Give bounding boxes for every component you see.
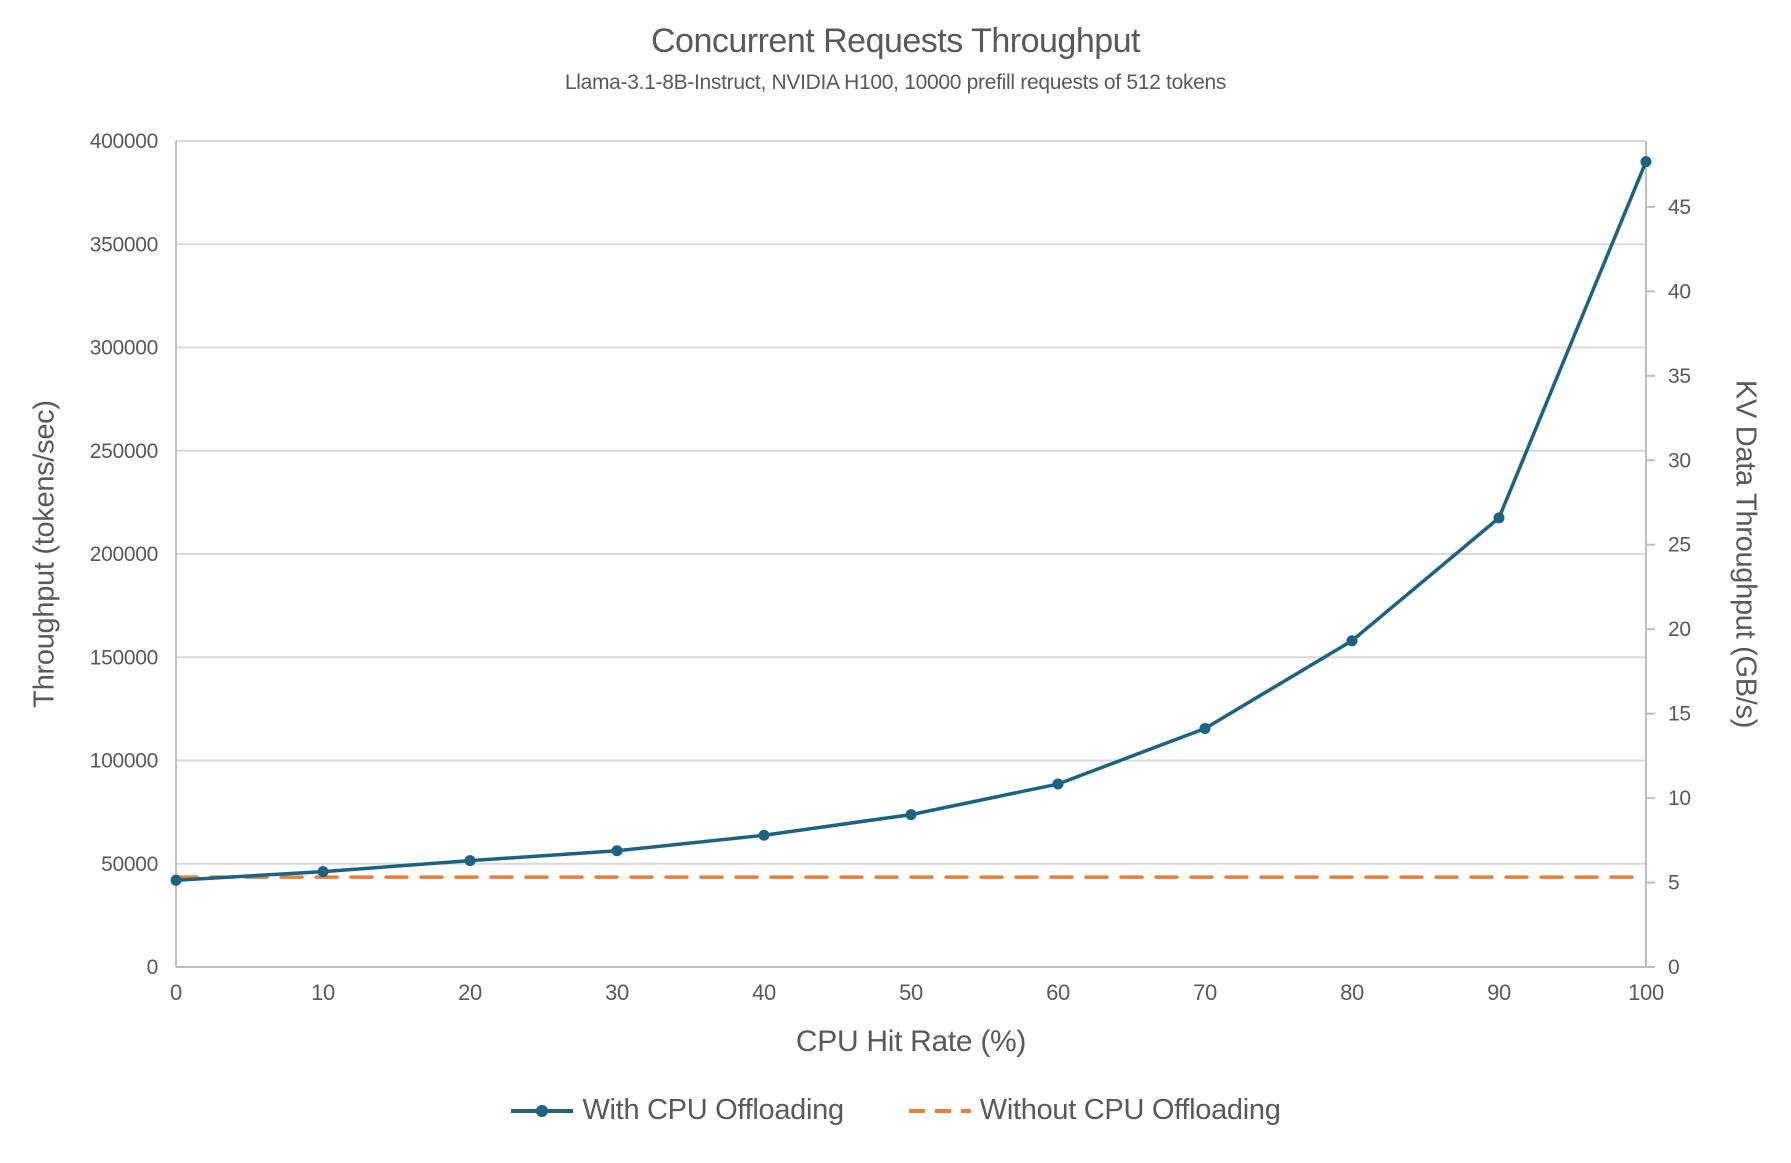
legend-line-marker-icon [511, 1104, 574, 1117]
x-axis-tick-label: 70 [1193, 980, 1217, 1005]
right-axis-title: KV Data Throughput (GB/s) [1729, 379, 1762, 729]
data-point-marker-with-cpu-offloading [1640, 156, 1652, 168]
right-axis-tick-label: 40 [1668, 280, 1691, 303]
legend: With CPU Offloading Without CPU Offloadin… [0, 1094, 1791, 1127]
left-axis-tick-label: 400000 [90, 130, 158, 153]
data-point-marker-with-cpu-offloading [1346, 635, 1358, 647]
x-axis-tick-label: 90 [1487, 980, 1511, 1005]
left-axis-tick-label: 200000 [90, 543, 158, 566]
right-axis-tick-label: 45 [1668, 196, 1691, 219]
data-point-marker-with-cpu-offloading [317, 866, 329, 878]
data-point-marker-with-cpu-offloading [1493, 512, 1505, 524]
x-axis-tick-label: 40 [752, 980, 776, 1005]
right-axis-tick-label: 15 [1668, 703, 1691, 726]
data-point-marker-with-cpu-offloading [170, 874, 182, 886]
data-point-marker-with-cpu-offloading [611, 845, 623, 857]
legend-label: With CPU Offloading [582, 1094, 844, 1126]
x-axis-tick-label: 50 [899, 980, 923, 1005]
data-point-marker-with-cpu-offloading [1052, 778, 1064, 790]
right-axis-tick-label: 25 [1668, 534, 1691, 557]
x-axis-tick-label: 100 [1628, 980, 1664, 1005]
left-axis-tick-label: 100000 [90, 750, 158, 773]
legend-label: Without CPU Offloading [979, 1094, 1281, 1126]
x-axis-tick-label: 30 [605, 980, 629, 1005]
data-point-marker-with-cpu-offloading [1199, 722, 1211, 734]
right-axis-tick-label: 30 [1668, 449, 1691, 472]
legend-item: Without CPU Offloading [908, 1094, 1281, 1127]
left-axis-tick-label: 250000 [90, 440, 158, 463]
chart-subtitle: Llama-3.1-8B-Instruct, NVIDIA H100, 1000… [564, 71, 1227, 94]
chart-title: Concurrent Requests Throughput [650, 22, 1141, 60]
left-axis-tick-label: 150000 [90, 646, 158, 669]
data-point-marker-with-cpu-offloading [464, 855, 476, 867]
data-point-marker-with-cpu-offloading [758, 829, 770, 841]
x-axis-tick-label: 0 [170, 980, 182, 1005]
x-axis-tick-label: 60 [1046, 980, 1070, 1005]
x-axis-tick-label: 10 [311, 980, 335, 1005]
legend-dashed-line-icon [908, 1108, 971, 1113]
right-axis-tick-label: 5 [1668, 872, 1679, 895]
data-point-marker-with-cpu-offloading [905, 809, 917, 821]
right-axis-tick-label: 35 [1668, 365, 1691, 388]
x-axis-tick-label: 20 [458, 980, 482, 1005]
x-axis-title: CPU Hit Rate (%) [795, 1025, 1027, 1058]
x-axis-tick-label: 80 [1340, 980, 1364, 1005]
left-axis-tick-label: 350000 [90, 233, 158, 256]
series-line-with-cpu-offloading [174, 159, 1648, 883]
right-axis-tick-label: 20 [1668, 618, 1691, 641]
left-axis-title: Throughput (tokens/sec) [28, 400, 61, 708]
legend-item: With CPU Offloading [510, 1094, 844, 1127]
left-axis-tick-label: 0 [147, 956, 158, 979]
right-axis-tick-label: 0 [1668, 956, 1679, 979]
left-axis-tick-label: 50000 [101, 853, 158, 876]
right-axis-tick-label: 10 [1668, 787, 1691, 810]
left-axis-tick-label: 300000 [90, 337, 158, 360]
